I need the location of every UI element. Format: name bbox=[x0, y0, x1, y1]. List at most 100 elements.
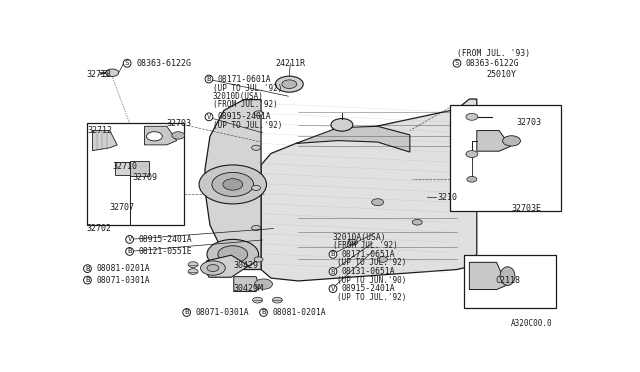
Text: 25010Y: 25010Y bbox=[486, 70, 516, 79]
Polygon shape bbox=[205, 255, 249, 277]
Text: 32707: 32707 bbox=[110, 203, 135, 212]
Circle shape bbox=[412, 219, 422, 225]
Circle shape bbox=[331, 119, 353, 131]
Text: (FROM JUL.'92): (FROM JUL.'92) bbox=[333, 241, 397, 250]
Circle shape bbox=[372, 199, 383, 206]
Text: 30429M: 30429M bbox=[234, 284, 264, 293]
Text: (FROM JUL.'92): (FROM JUL.'92) bbox=[213, 100, 278, 109]
Circle shape bbox=[466, 113, 478, 120]
Text: (UP TO JUL.'92): (UP TO JUL.'92) bbox=[337, 259, 406, 267]
Text: 32703: 32703 bbox=[167, 119, 192, 128]
Circle shape bbox=[207, 240, 259, 269]
Ellipse shape bbox=[500, 267, 515, 285]
Text: 32010D(USA): 32010D(USA) bbox=[213, 92, 264, 101]
Text: 32718: 32718 bbox=[86, 70, 111, 79]
Text: 08081-0201A: 08081-0201A bbox=[273, 308, 326, 317]
Text: V: V bbox=[331, 286, 335, 292]
Text: 08363-6122G: 08363-6122G bbox=[466, 59, 520, 68]
Polygon shape bbox=[205, 100, 261, 269]
Text: 08071-0301A: 08071-0301A bbox=[196, 308, 249, 317]
Text: (UP TO JUL.'92): (UP TO JUL.'92) bbox=[213, 121, 282, 130]
Polygon shape bbox=[92, 131, 117, 151]
Text: C2118: C2118 bbox=[495, 276, 521, 285]
Polygon shape bbox=[145, 126, 177, 145]
Bar bbox=[465, 255, 556, 308]
Text: B: B bbox=[331, 251, 335, 257]
Polygon shape bbox=[261, 99, 477, 281]
Text: 08131-0651A: 08131-0651A bbox=[342, 267, 396, 276]
Polygon shape bbox=[129, 161, 150, 176]
Text: (UP TO JUN.'90): (UP TO JUN.'90) bbox=[337, 276, 406, 285]
Text: 32709: 32709 bbox=[132, 173, 157, 182]
Circle shape bbox=[223, 179, 243, 190]
Text: B: B bbox=[207, 76, 211, 82]
Text: V: V bbox=[207, 114, 211, 120]
Text: 32702: 32702 bbox=[86, 224, 111, 233]
Circle shape bbox=[207, 264, 219, 272]
Circle shape bbox=[188, 269, 198, 275]
Circle shape bbox=[172, 132, 185, 139]
Circle shape bbox=[188, 262, 198, 267]
Text: 32710: 32710 bbox=[112, 162, 137, 171]
Circle shape bbox=[252, 185, 260, 190]
Text: (UP TO JUL.'92): (UP TO JUL.'92) bbox=[213, 84, 282, 93]
Text: B: B bbox=[85, 277, 90, 283]
Text: 30429: 30429 bbox=[234, 261, 259, 270]
Ellipse shape bbox=[495, 180, 506, 196]
Text: 32010A(USA): 32010A(USA) bbox=[333, 232, 387, 242]
Text: (UP TO JUL.'92): (UP TO JUL.'92) bbox=[337, 293, 406, 302]
Text: B: B bbox=[127, 248, 132, 254]
Text: S: S bbox=[455, 60, 459, 66]
Circle shape bbox=[218, 246, 248, 263]
Text: 3210: 3210 bbox=[437, 193, 457, 202]
Text: 32703: 32703 bbox=[516, 118, 541, 127]
Polygon shape bbox=[296, 126, 410, 152]
Text: B: B bbox=[261, 310, 266, 315]
Circle shape bbox=[275, 76, 303, 92]
Circle shape bbox=[252, 225, 260, 231]
Text: 08121-0551E: 08121-0551E bbox=[138, 247, 192, 256]
Polygon shape bbox=[115, 162, 129, 175]
Circle shape bbox=[200, 261, 225, 275]
Text: B: B bbox=[331, 269, 335, 275]
Bar bbox=[449, 105, 561, 211]
Circle shape bbox=[348, 240, 358, 245]
Text: 08363-6122G: 08363-6122G bbox=[136, 59, 191, 68]
Text: S: S bbox=[125, 60, 129, 66]
Text: 08081-0201A: 08081-0201A bbox=[97, 264, 150, 273]
Circle shape bbox=[273, 297, 282, 303]
Text: (FROM JUL. '93): (FROM JUL. '93) bbox=[457, 49, 530, 58]
Polygon shape bbox=[477, 131, 511, 151]
Text: A320C00.0: A320C00.0 bbox=[511, 320, 552, 328]
Text: 24211R: 24211R bbox=[276, 59, 306, 68]
Circle shape bbox=[147, 132, 163, 141]
Circle shape bbox=[253, 297, 262, 303]
Text: 08171-0601A: 08171-0601A bbox=[218, 74, 271, 83]
Text: V: V bbox=[127, 237, 132, 243]
Circle shape bbox=[254, 111, 263, 116]
Text: 08915-2401A: 08915-2401A bbox=[218, 112, 271, 121]
Circle shape bbox=[255, 279, 273, 289]
Circle shape bbox=[199, 165, 266, 204]
Text: 08171-0651A: 08171-0651A bbox=[342, 250, 396, 259]
Circle shape bbox=[212, 172, 253, 196]
Text: 32703E: 32703E bbox=[511, 204, 541, 213]
Text: 08915-2401A: 08915-2401A bbox=[138, 235, 192, 244]
Circle shape bbox=[378, 257, 388, 262]
Polygon shape bbox=[234, 277, 260, 292]
Circle shape bbox=[502, 136, 520, 146]
Text: B: B bbox=[184, 310, 189, 315]
Text: 08071-0301A: 08071-0301A bbox=[97, 276, 150, 285]
Circle shape bbox=[282, 80, 297, 89]
Polygon shape bbox=[469, 262, 507, 289]
Text: B: B bbox=[85, 266, 90, 272]
Text: 08915-2401A: 08915-2401A bbox=[342, 284, 396, 293]
Circle shape bbox=[252, 145, 260, 150]
Text: 32712: 32712 bbox=[88, 126, 113, 135]
Bar bbox=[88, 124, 184, 225]
Circle shape bbox=[466, 151, 478, 157]
FancyBboxPatch shape bbox=[477, 172, 500, 203]
Circle shape bbox=[106, 69, 118, 76]
Circle shape bbox=[467, 176, 477, 182]
Circle shape bbox=[254, 257, 263, 262]
